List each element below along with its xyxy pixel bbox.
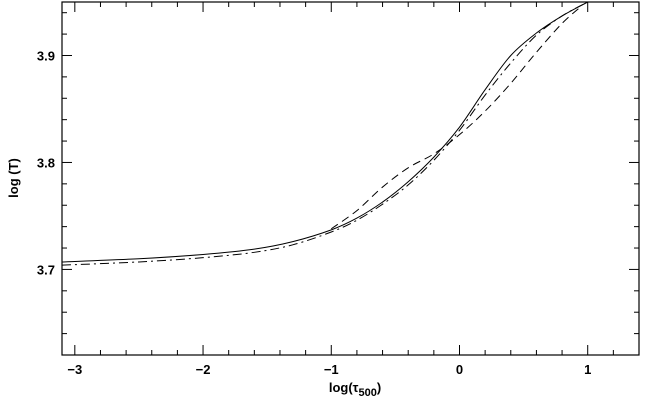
x-axis-label: log(τ500) bbox=[329, 380, 381, 399]
series-line-solid bbox=[61, 1, 588, 263]
series-line-dashed bbox=[330, 5, 582, 230]
series-group bbox=[61, 1, 588, 266]
x-tick-label: 1 bbox=[584, 362, 591, 377]
series-line-dashdot bbox=[61, 1, 588, 266]
y-axis-label: log (T) bbox=[6, 158, 21, 198]
plot-frame bbox=[61, 1, 640, 356]
x-axis-label-subscript: 500 bbox=[358, 387, 376, 399]
x-tick-label: −2 bbox=[196, 362, 211, 377]
y-tick-label: 3.7 bbox=[37, 262, 55, 277]
x-tick-label: −3 bbox=[67, 362, 82, 377]
x-axis-label-close: ) bbox=[377, 380, 381, 395]
x-tick-label: 0 bbox=[456, 362, 463, 377]
x-tick-label: −1 bbox=[324, 362, 339, 377]
y-tick-label: 3.9 bbox=[37, 48, 55, 63]
axis-ticks bbox=[62, 2, 640, 356]
x-axis-label-main: log(τ bbox=[329, 380, 359, 395]
y-tick-label: 3.8 bbox=[37, 155, 55, 170]
axis-tick-labels: −3 −2 −1 0 1 3.7 3.8 3.9 bbox=[37, 48, 591, 377]
